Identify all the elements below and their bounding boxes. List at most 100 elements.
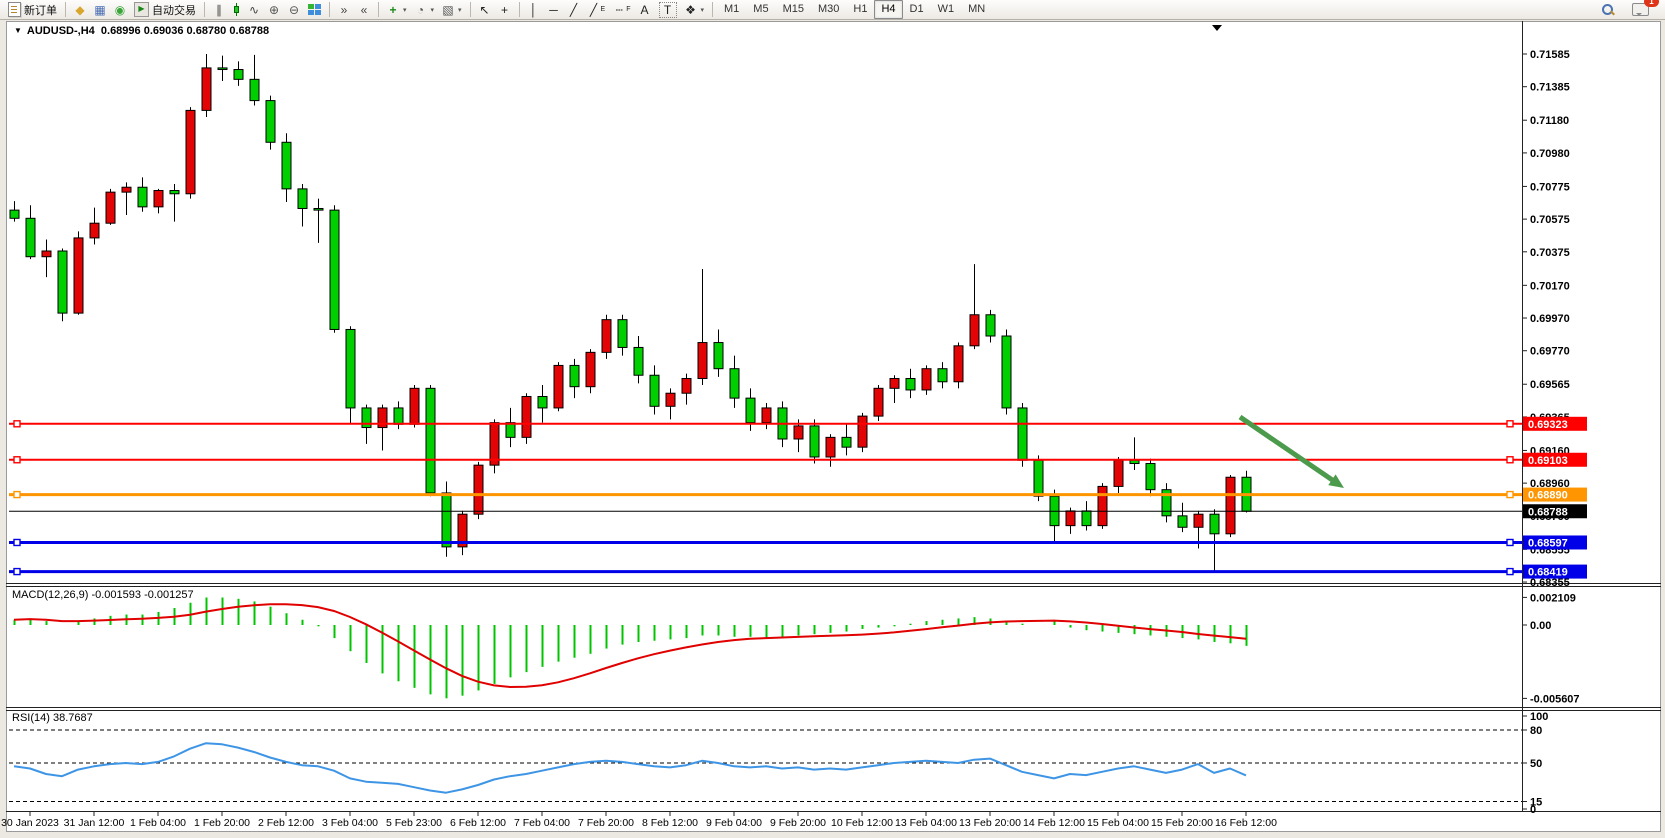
line-left-handle[interactable] — [13, 456, 21, 464]
candle — [441, 481, 452, 557]
timeframe-m30-button[interactable]: M30 — [817, 3, 840, 15]
timeframe-m1-button[interactable]: M1 — [724, 3, 740, 15]
notifications-button[interactable]: 1 — [1628, 0, 1659, 19]
timeframe-m5-button[interactable]: M5 — [753, 3, 769, 15]
new-order-button[interactable]: 新订单 — [4, 1, 61, 19]
line-left-handle[interactable] — [13, 420, 21, 428]
signals-icon: ◉ — [114, 2, 126, 17]
timeframe-w1-button[interactable]: W1 — [937, 3, 955, 15]
cascade-windows-button[interactable]: ◆ — [70, 1, 90, 19]
periods-button[interactable]: ◔ ▾ — [411, 1, 439, 19]
line-chart-type-button[interactable]: ∿ — [244, 1, 264, 19]
candle — [857, 412, 868, 453]
macd-signal-line — [13, 603, 1247, 689]
horizontal-line-0.68890[interactable] — [9, 490, 1522, 499]
candle — [345, 326, 356, 425]
fibonacci-button[interactable]: ┄ F — [609, 1, 634, 19]
candle — [9, 201, 20, 222]
tile-windows-button[interactable] — [304, 1, 325, 19]
toolbar-separator — [329, 2, 330, 17]
time-tick-label: 5 Feb 23:00 — [386, 817, 442, 829]
horizontal-line-0.69103[interactable] — [9, 456, 1522, 464]
dropdown-arrow-icon: ▾ — [700, 6, 705, 14]
tile-windows-icon — [308, 3, 321, 16]
candle — [505, 407, 516, 448]
toolbar-separator — [518, 2, 520, 17]
text-label-button[interactable]: T — [655, 1, 681, 19]
bar-chart-type-button[interactable]: ∥ — [209, 1, 229, 19]
candle — [89, 207, 100, 245]
icon-subscript: F — [626, 6, 631, 13]
signals-button[interactable]: ◉ — [110, 1, 130, 19]
time-tick-label: 9 Feb 20:00 — [770, 817, 826, 829]
line-left-handle[interactable] — [13, 490, 21, 499]
timeframe-h4-button[interactable]: H4 — [874, 0, 903, 19]
autotrade-button[interactable]: ▶ 自动交易 — [130, 1, 200, 19]
zoom-in-button[interactable]: ⊕ — [264, 1, 284, 19]
line-right-handle[interactable] — [1506, 567, 1514, 576]
timeframe-d1-button[interactable]: D1 — [909, 3, 924, 15]
panel-resize-handle[interactable] — [6, 583, 1661, 587]
rsi-panel: 100 80 50 150 — [9, 711, 1548, 816]
chart-shift-button[interactable]: « — [354, 1, 374, 19]
svg-text:0.68597: 0.68597 — [1528, 537, 1568, 549]
horizontal-line-0.69323[interactable] — [9, 420, 1522, 428]
templates-button[interactable]: ▧ ▾ — [438, 1, 466, 19]
cursor-button[interactable]: ↖ — [475, 1, 495, 19]
time-tick-label: 1 Feb 20:00 — [194, 817, 250, 829]
trendline-button[interactable]: ╱ — [564, 1, 584, 19]
zoom-out-button[interactable]: ⊖ — [284, 1, 304, 19]
new-order-label: 新订单 — [24, 4, 57, 17]
chart-collapse-icon[interactable]: ▼ — [14, 26, 22, 35]
trend-arrow-annotation[interactable] — [1238, 414, 1344, 488]
shapes-icon: ❖ — [685, 2, 696, 17]
vertical-line-button[interactable]: │ — [524, 1, 544, 19]
svg-text:0.69103: 0.69103 — [1528, 455, 1568, 467]
timeframe-h1-button[interactable]: H1 — [853, 3, 868, 15]
channel-button[interactable]: ╱ E — [584, 1, 610, 19]
candle — [457, 510, 468, 556]
candle — [825, 434, 836, 467]
crosshair-button[interactable]: + — [495, 1, 515, 19]
line-right-handle[interactable] — [1506, 490, 1514, 499]
candle — [905, 368, 916, 399]
terminals-button[interactable]: ▦ — [90, 1, 110, 19]
horizontal-line-0.68597[interactable] — [9, 538, 1522, 547]
candle — [329, 205, 340, 333]
timeframe-m15-button[interactable]: M15 — [782, 3, 804, 15]
panel-resize-handle[interactable] — [6, 707, 1661, 711]
channel-icon: ╱ — [589, 2, 598, 17]
candle — [185, 107, 196, 199]
candle — [1001, 329, 1012, 415]
price-tick-label: 0.70775 — [1530, 181, 1570, 193]
price-tick-label: 0.71180 — [1530, 115, 1569, 127]
horizontal-line-icon: ─ — [549, 2, 558, 17]
line-left-handle[interactable] — [13, 567, 21, 576]
timeframe-mn-button[interactable]: MN — [968, 3, 986, 15]
window-expand-marker[interactable] — [1212, 25, 1222, 31]
time-tick-label: 8 Feb 12:00 — [642, 817, 698, 829]
horizontal-line-0.68419[interactable] — [9, 567, 1522, 576]
candle — [969, 264, 980, 350]
time-tick-label: 9 Feb 04:00 — [706, 817, 762, 829]
candle — [1177, 502, 1188, 533]
line-right-handle[interactable] — [1506, 420, 1514, 428]
candle — [649, 365, 660, 415]
indicators-button[interactable]: + ▾ — [383, 1, 411, 19]
text-button[interactable]: A — [635, 1, 655, 19]
candlestick-chart-type-button[interactable] — [229, 1, 244, 19]
shapes-button[interactable]: ❖ ▾ — [681, 1, 709, 19]
line-right-handle[interactable] — [1506, 538, 1514, 547]
toolbar-separator — [204, 2, 205, 17]
line-right-handle[interactable] — [1506, 456, 1514, 464]
horizontal-line-button[interactable]: ─ — [544, 1, 564, 19]
search-button[interactable] — [1597, 1, 1618, 19]
indicators-icon: + — [389, 2, 397, 17]
toolbar-separator — [712, 2, 714, 17]
auto-scroll-button[interactable]: » — [334, 1, 354, 19]
dropdown-arrow-icon: ▾ — [403, 6, 407, 14]
line-left-handle[interactable] — [13, 538, 21, 547]
time-tick-label: 3 Feb 04:00 — [322, 817, 378, 829]
timeframe-toolbar: M1 M5 M15 M30 H1 H4 D1 W1 MN — [717, 0, 992, 19]
